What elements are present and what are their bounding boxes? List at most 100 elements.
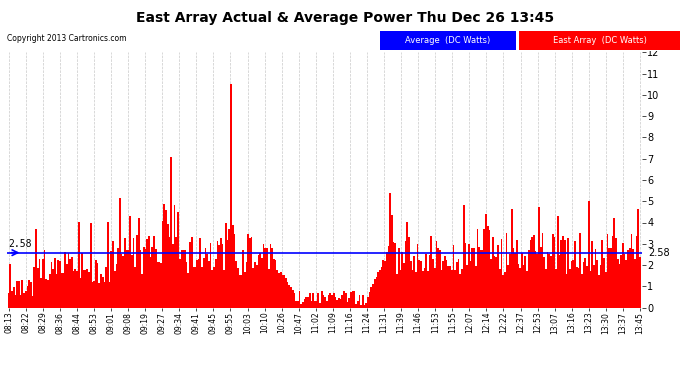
Bar: [545, 269, 546, 308]
Bar: [384, 261, 386, 308]
Bar: [463, 205, 464, 308]
Bar: [310, 301, 313, 307]
Bar: [138, 218, 139, 308]
Bar: [598, 275, 600, 308]
Bar: [50, 262, 52, 308]
Bar: [297, 300, 299, 307]
Bar: [535, 251, 536, 308]
Bar: [609, 248, 610, 308]
Bar: [613, 218, 615, 308]
Bar: [234, 234, 235, 308]
Bar: [596, 260, 598, 308]
Bar: [63, 273, 64, 308]
Bar: [480, 250, 482, 308]
Bar: [603, 258, 605, 308]
Bar: [546, 252, 549, 308]
Bar: [324, 297, 326, 307]
Bar: [314, 301, 316, 307]
Bar: [102, 276, 103, 308]
Bar: [253, 268, 254, 308]
Bar: [165, 210, 167, 308]
Bar: [157, 262, 158, 308]
Bar: [143, 248, 145, 308]
Bar: [175, 237, 177, 308]
Bar: [129, 216, 131, 308]
Bar: [403, 263, 405, 308]
Bar: [413, 256, 415, 307]
Bar: [148, 236, 150, 308]
Bar: [360, 305, 362, 308]
Bar: [499, 269, 500, 308]
Bar: [566, 274, 567, 308]
Bar: [321, 291, 323, 308]
Bar: [559, 255, 560, 308]
Bar: [188, 273, 189, 308]
Bar: [567, 238, 569, 308]
Text: Average  (DC Watts): Average (DC Watts): [405, 36, 491, 45]
Bar: [610, 248, 612, 308]
Bar: [250, 237, 253, 308]
Bar: [249, 238, 250, 308]
Bar: [620, 255, 622, 308]
Bar: [468, 244, 470, 308]
Bar: [268, 269, 270, 308]
Bar: [66, 264, 68, 308]
Bar: [405, 240, 406, 308]
Bar: [441, 270, 442, 308]
Bar: [444, 255, 446, 308]
Bar: [220, 237, 221, 308]
Bar: [197, 258, 199, 308]
Bar: [576, 267, 578, 308]
Bar: [408, 237, 410, 308]
Bar: [629, 248, 631, 308]
Bar: [92, 282, 93, 308]
Bar: [112, 242, 114, 308]
Bar: [342, 296, 343, 307]
Bar: [306, 297, 307, 307]
Bar: [52, 268, 54, 308]
Bar: [158, 262, 160, 308]
Bar: [286, 282, 288, 308]
Bar: [259, 252, 261, 308]
Bar: [364, 305, 366, 308]
Bar: [540, 247, 542, 308]
Bar: [574, 241, 576, 308]
Bar: [484, 229, 485, 308]
Bar: [432, 259, 434, 308]
Bar: [254, 262, 256, 308]
Bar: [201, 267, 203, 308]
Bar: [579, 234, 581, 308]
Bar: [313, 293, 314, 308]
Bar: [493, 256, 495, 307]
Text: Copyright 2013 Cartronics.com: Copyright 2013 Cartronics.com: [7, 34, 126, 43]
Bar: [68, 253, 70, 308]
Bar: [518, 264, 520, 308]
Bar: [602, 240, 603, 308]
FancyBboxPatch shape: [380, 31, 516, 50]
Bar: [631, 234, 632, 308]
Bar: [270, 244, 271, 308]
Bar: [362, 295, 364, 307]
Bar: [422, 271, 424, 308]
Bar: [591, 241, 593, 308]
Bar: [569, 268, 571, 308]
Bar: [353, 291, 355, 308]
Bar: [506, 233, 507, 308]
Bar: [208, 261, 210, 308]
Bar: [213, 267, 215, 308]
Bar: [523, 266, 524, 308]
Bar: [521, 253, 523, 308]
Bar: [317, 293, 319, 308]
Bar: [507, 265, 509, 308]
Bar: [352, 291, 353, 308]
Bar: [203, 258, 204, 308]
Bar: [520, 268, 521, 308]
Bar: [72, 271, 75, 308]
Bar: [622, 243, 624, 308]
Bar: [184, 250, 186, 307]
Bar: [346, 302, 348, 307]
Bar: [504, 273, 506, 308]
Bar: [18, 281, 20, 308]
Bar: [78, 222, 79, 308]
Bar: [271, 248, 273, 308]
